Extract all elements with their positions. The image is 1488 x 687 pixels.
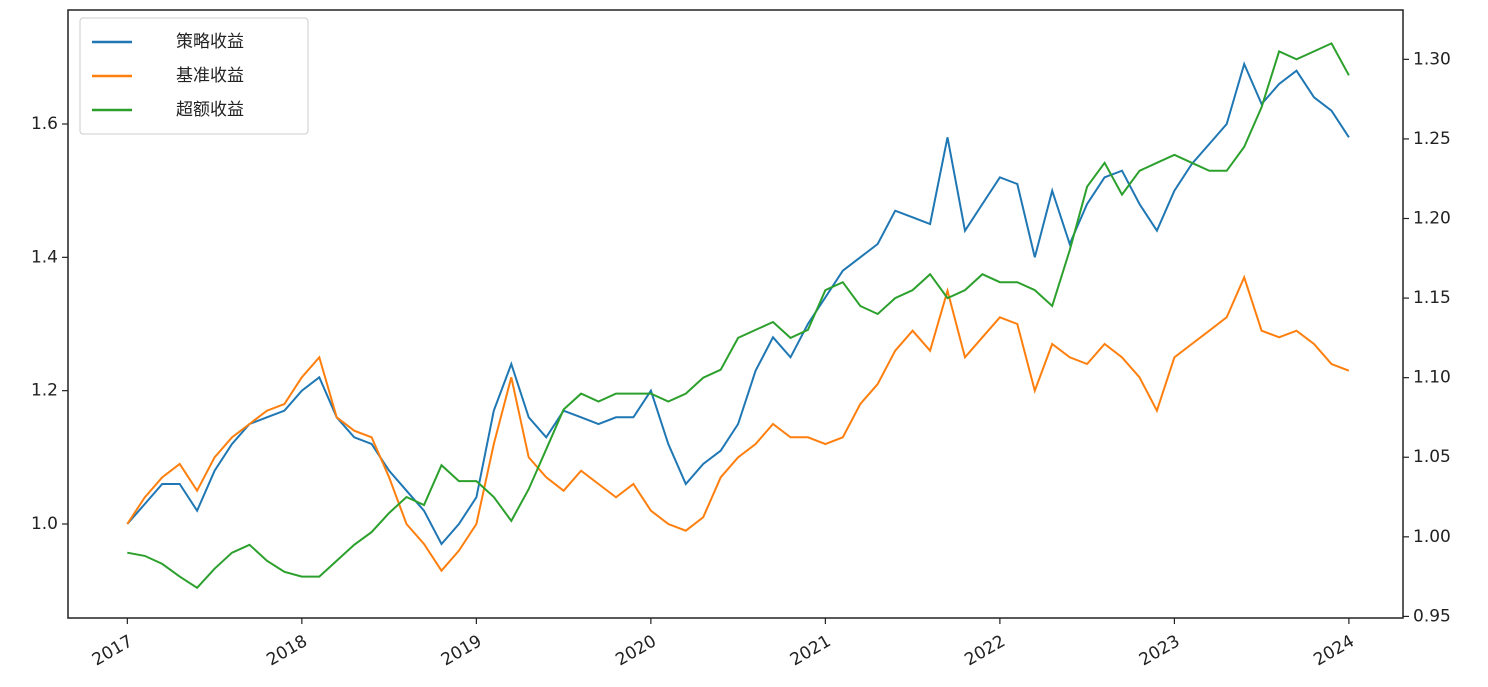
- x-tick-label: 2021: [787, 631, 834, 670]
- plot-frame: [67, 9, 1404, 619]
- legend-label: 基准收益: [176, 66, 244, 86]
- x-tick-label: 2020: [612, 631, 659, 670]
- x-tick-label: 2023: [1136, 631, 1183, 670]
- y-tick-label: 1.2: [31, 381, 58, 401]
- y-tick-label: 1.4: [31, 247, 58, 267]
- legend-box: [79, 17, 309, 135]
- y2-tick-label: 1.00: [1413, 527, 1451, 547]
- legend-label: 策略收益: [176, 32, 244, 52]
- y2-tick-label: 1.20: [1413, 209, 1451, 229]
- y-tick-label: 1.6: [31, 114, 58, 134]
- y2-tick-label: 1.05: [1413, 447, 1451, 467]
- y2-tick-label: 1.10: [1413, 368, 1451, 388]
- legend-label: 超额收益: [176, 100, 244, 120]
- line-series: [127, 42, 1350, 590]
- line-series: [126, 274, 1350, 573]
- x-tick-label: 2018: [263, 631, 310, 670]
- x-tick-label: 2022: [961, 631, 1008, 670]
- x-tick-label: 2017: [89, 631, 136, 670]
- x-tick-label: 2019: [438, 631, 485, 670]
- y2-tick-label: 1.15: [1413, 288, 1451, 308]
- y-tick-label: 1.0: [31, 514, 58, 534]
- line-series: [126, 61, 1350, 546]
- y2-tick-label: 1.25: [1413, 129, 1451, 149]
- y2-tick-label: 0.95: [1413, 606, 1451, 626]
- y2-tick-label: 1.30: [1413, 49, 1451, 69]
- x-tick-label: 2024: [1310, 631, 1357, 670]
